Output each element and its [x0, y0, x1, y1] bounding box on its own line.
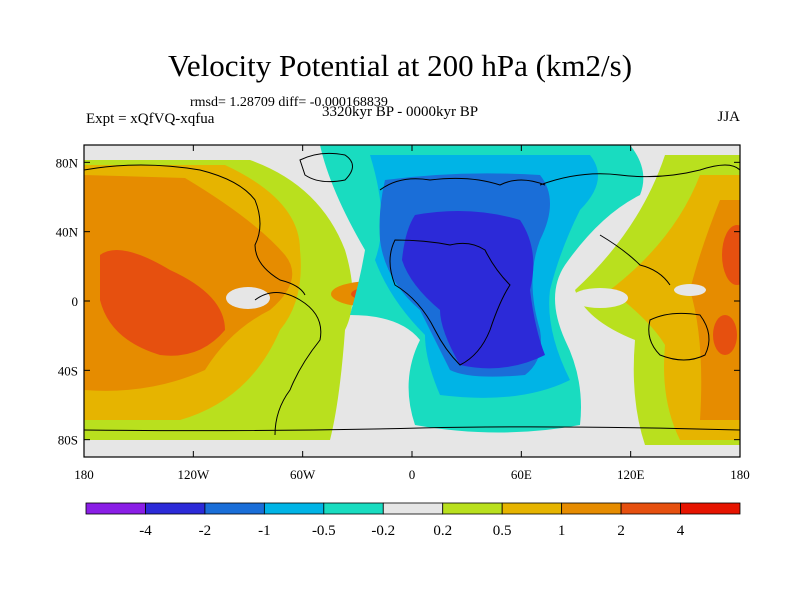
colorbar-swatch [263, 502, 325, 515]
map-title: Velocity Potential at 200 hPa (km2/s) [167, 48, 633, 83]
colorbar-swatch [85, 502, 146, 515]
colorbar-swatch [561, 502, 622, 515]
colorbar-label: -1 [258, 523, 271, 539]
x-tick-label: 60W [290, 467, 316, 482]
y-tick-label: 40N [56, 225, 79, 240]
colorbar-swatch [620, 502, 681, 515]
colorbar [85, 502, 741, 515]
x-tick-label: 120E [617, 467, 645, 482]
colorbar-label: 0.2 [433, 523, 452, 539]
colorbar-swatch [204, 502, 265, 515]
colorbar-label: 4 [677, 523, 685, 539]
x-tick-label: 180 [730, 467, 750, 482]
x-tick-label: 180 [74, 467, 94, 482]
y-tick-label: 80S [58, 433, 78, 448]
y-tick-label: 0 [72, 294, 79, 309]
colorbar-label: 0.5 [493, 523, 512, 539]
y-tick-label: 80N [56, 155, 79, 170]
colorbar-swatch [501, 502, 563, 515]
positive-anomaly-region-west-pacific [572, 155, 740, 445]
colorbar-label: -4 [139, 523, 152, 539]
colorbar-swatch [680, 502, 741, 515]
colorbar-label: -0.2 [371, 523, 395, 539]
x-tick-label: 0 [409, 467, 416, 482]
x-axis: 180 120W 60W 0 60E 120E 180 [74, 145, 750, 482]
period-label: 3320kyr BP - 0000kyr BP [322, 104, 479, 120]
experiment-label: Expt = xQfVQ-xqfua [86, 111, 215, 127]
colorbar-swatch [382, 502, 444, 515]
negative-anomaly-region-africa [320, 145, 644, 433]
colorbar-labels: -4 -2 -1 -0.5 -0.2 0.2 0.5 1 2 4 [139, 523, 685, 539]
colorbar-swatch [323, 502, 384, 515]
colorbar-swatch [442, 502, 503, 515]
colorbar-label: 1 [558, 523, 566, 539]
y-tick-label: 40S [58, 363, 78, 378]
rmsd-diff-stats: rmsd= 1.28709 diff= -0.000168839 [190, 95, 388, 110]
colorbar-label: -2 [199, 523, 212, 539]
colorbar-swatch [145, 502, 206, 515]
x-tick-label: 60E [511, 467, 532, 482]
colorbar-label: 2 [617, 523, 625, 539]
x-tick-label: 120W [177, 467, 210, 482]
season-label: JJA [717, 109, 740, 125]
colorbar-label: -0.5 [312, 523, 336, 539]
coastlines [84, 152, 740, 436]
y-axis: 80N 40N 0 40S 80S [56, 155, 740, 448]
